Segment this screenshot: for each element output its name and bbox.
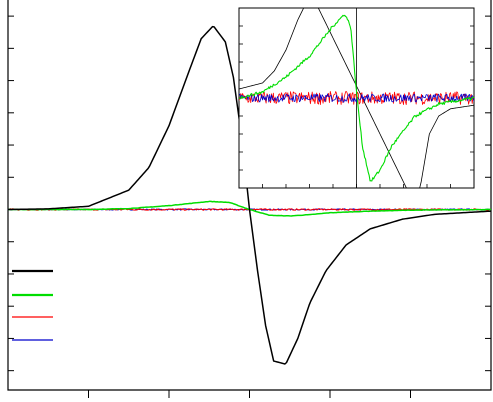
inset-plot xyxy=(238,7,475,189)
inset-series-green xyxy=(239,14,474,182)
inset-series-blue xyxy=(239,93,474,103)
main-series-group xyxy=(7,25,492,365)
inset-series-group xyxy=(239,8,474,188)
inset-series-black xyxy=(239,8,474,188)
legend xyxy=(12,269,53,341)
main-series-black xyxy=(7,25,492,365)
